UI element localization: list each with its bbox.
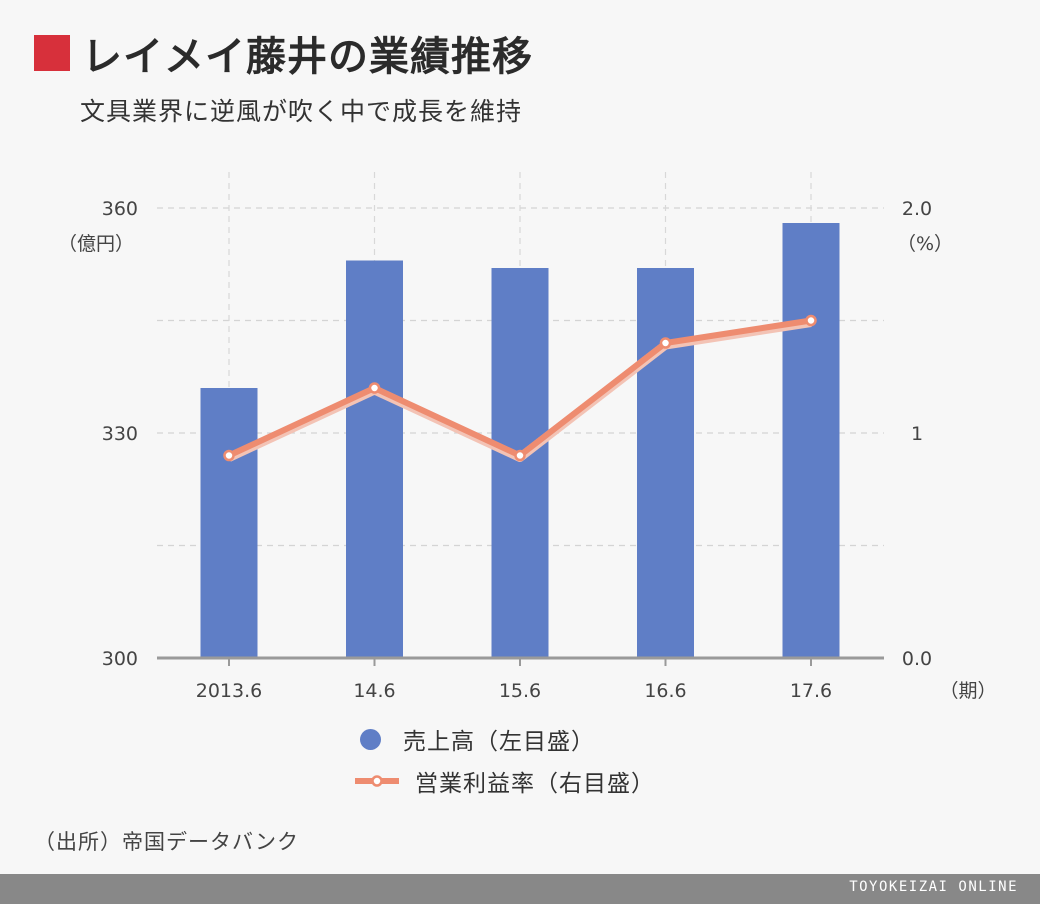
- line-series: [223, 314, 817, 462]
- y-right-tick-label: 0.0: [902, 648, 932, 670]
- line-point: [223, 449, 235, 462]
- title-row: レイメイ藤井の業績推移: [34, 28, 533, 80]
- bar: [491, 268, 549, 658]
- line-point: [659, 337, 672, 349]
- legend-bar-label: 売上高（左目盛）: [403, 729, 595, 755]
- footer-brand: TOYOKEIZAI ONLINE: [849, 879, 1018, 895]
- x-tick-label: 14.6: [353, 680, 395, 702]
- x-tick-label: 16.6: [644, 680, 686, 702]
- bar: [782, 223, 840, 658]
- bar-legend-dot-icon: [360, 728, 381, 750]
- tick-labels: 300 330 360 0.0 1 2.0 2013.6 14.6 15.6 16.6 17.6: [102, 198, 932, 702]
- line-point: [514, 449, 526, 462]
- legend-item-line: 営業利益率（右目盛）: [355, 760, 655, 802]
- y-right-tick-label: 1: [911, 423, 923, 445]
- title-square-icon: [34, 35, 70, 71]
- y-left-tick-label: 360: [102, 198, 138, 220]
- x-tick-label: 2013.6: [196, 680, 262, 702]
- combo-chart: 300 330 360 0.0 1 2.0 2013.6 14.6 15.6 16.6 17.6 （…: [58, 172, 997, 702]
- legend: 売上高（左目盛） 営業利益率（右目盛）: [355, 718, 655, 802]
- legend-item-bar: 売上高（左目盛）: [355, 718, 655, 760]
- line-point: [368, 382, 381, 394]
- chart-title: レイメイ藤井の業績推移: [82, 34, 533, 80]
- y-left-tick-label: 330: [102, 423, 138, 445]
- chart-subtitle: 文具業界に逆風が吹く中で成長を維持: [80, 97, 523, 126]
- bar: [346, 260, 403, 658]
- bar-series: [200, 223, 840, 658]
- source-note: （出所）帝国データバンク: [34, 830, 300, 854]
- bar: [200, 388, 258, 658]
- footer-bar: TOYOKEIZAI ONLINE: [0, 874, 1040, 904]
- x-unit-label: （期）: [939, 680, 996, 702]
- y-left-tick-label: 300: [102, 648, 138, 670]
- x-tick-label: 17.6: [790, 680, 832, 702]
- y-right-tick-label: 2.0: [902, 198, 932, 220]
- line-point: [805, 314, 817, 327]
- x-tick-label: 15.6: [499, 680, 541, 702]
- legend-line-label: 営業利益率（右目盛）: [415, 771, 655, 797]
- y-right-unit-label: （%）: [897, 233, 953, 255]
- line-legend-marker-icon: [355, 775, 399, 787]
- y-left-unit-label: （億円）: [58, 233, 134, 255]
- bar: [637, 268, 694, 658]
